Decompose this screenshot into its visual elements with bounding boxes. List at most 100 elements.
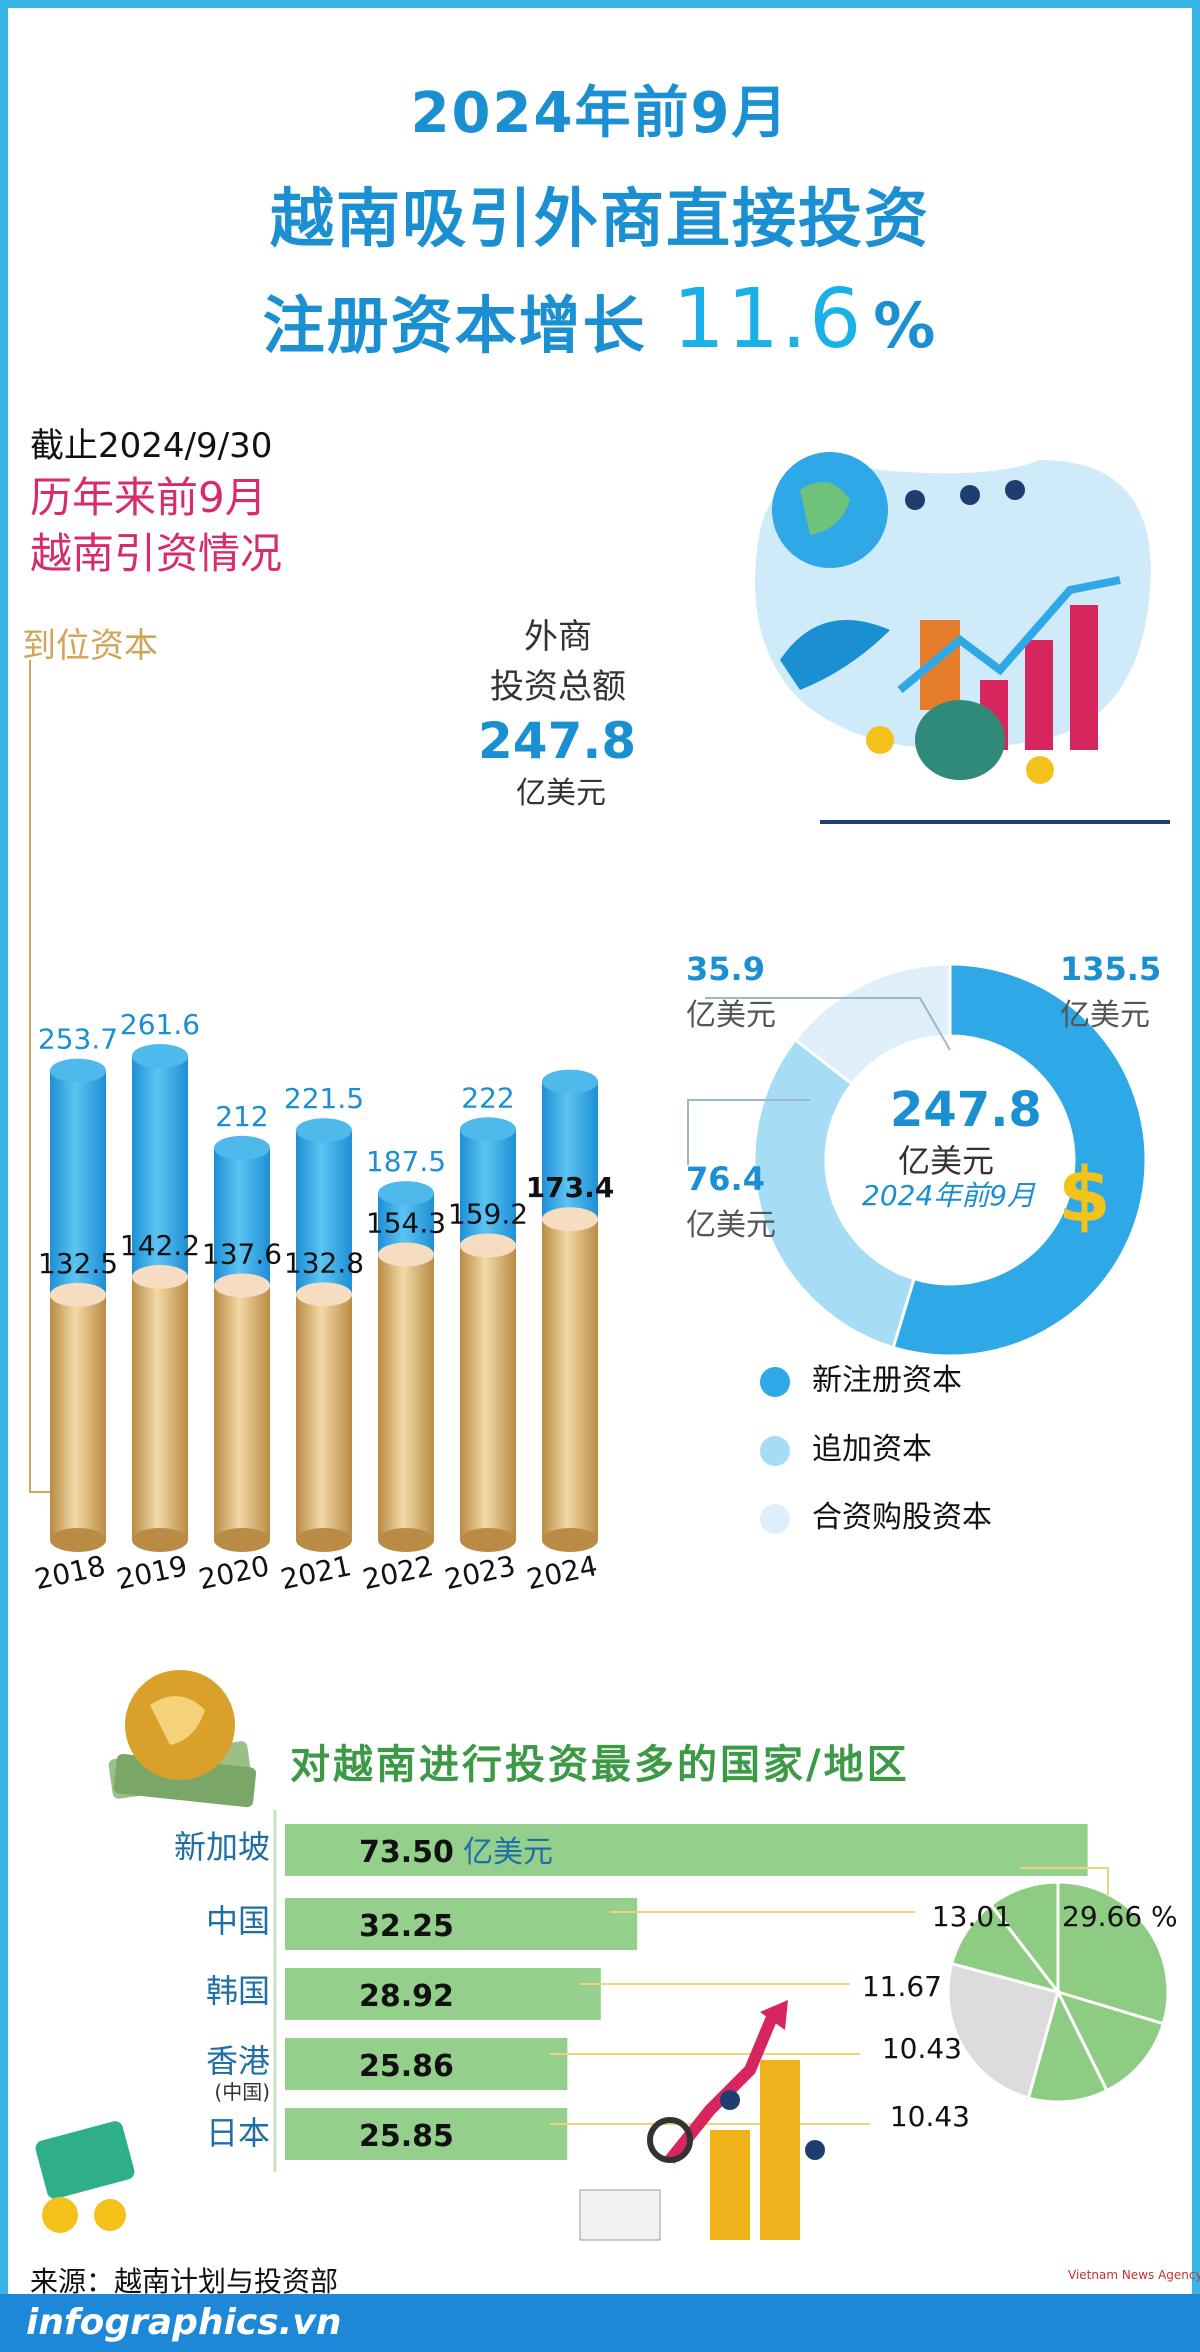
share-pie-slice <box>1055 1989 1166 2093</box>
handshake-icon <box>780 620 890 690</box>
investor-bar <box>285 2038 568 2090</box>
disbursed-value-label: 159.2 <box>448 1197 528 1230</box>
donut-additional-unit: 亿美元 <box>686 1208 776 1243</box>
share-pie-label: 29.66 % <box>1062 1900 1178 1933</box>
section-subtitle: 历年来前9月 越南引资情况 <box>30 473 283 578</box>
top-investors-title: 对越南进行投资最多的国家/地区 <box>290 1742 910 1788</box>
donut-center-unit: 亿美元 <box>898 1142 995 1180</box>
disbursed-value-label: 132.5 <box>38 1247 118 1280</box>
disbursed-bar <box>214 1285 270 1540</box>
disbursed-capital-label: 到位资本 <box>22 626 158 666</box>
year-tick-label: 2022 <box>360 1549 437 1596</box>
coin-stack-icon <box>760 2060 800 2240</box>
year-tick-label: 2018 <box>32 1549 109 1596</box>
as-of-date: 截止2024/9/30 <box>30 426 273 466</box>
disbursed-value-label: 154.3 <box>366 1207 446 1240</box>
fdi-total-bar-top <box>542 1069 598 1094</box>
country-label-hongkong: 香港 <box>205 2042 270 2080</box>
globe-land-icon <box>150 1696 205 1745</box>
donut-slice <box>793 962 952 1087</box>
legend-additional-capital: 追加资本 <box>760 1424 1090 1468</box>
footer-bar: infographics.vn <box>0 2294 1200 2352</box>
source-note: 来源：越南计划与投资部 <box>30 2265 339 2298</box>
donut-leader-line <box>705 997 951 1051</box>
disbursed-bar <box>132 1276 188 1540</box>
fdi-total-value-label: 212 <box>215 1100 268 1133</box>
disbursed-bar-top <box>214 1273 270 1298</box>
investor-value-label: 32.25 <box>359 1909 454 1944</box>
title-growth-value: 11.6 <box>672 272 864 367</box>
investor-unit-label: 亿美元 <box>463 1835 553 1870</box>
investor-value-label: 25.86 <box>359 2049 454 2084</box>
disbursed-bar-base <box>296 1528 352 1552</box>
country-label-china: 中国 <box>205 1902 270 1940</box>
donut-new-value: 135.5 <box>1060 950 1162 988</box>
coin-icon <box>94 2199 126 2231</box>
capital-structure-donut <box>687 962 1148 1358</box>
top-investors-chart: 73.50 32.25 28.92 25.86 25.85 亿美元 29.66 % 13.01… <box>273 1810 1178 2172</box>
bar-icon <box>1070 605 1098 750</box>
disbursed-bar-top <box>460 1233 516 1258</box>
investor-bar <box>285 2108 568 2160</box>
year-tick-label: 2019 <box>114 1549 191 1596</box>
fdi-total-bar-top <box>132 1044 188 1069</box>
investor-bar <box>285 1898 638 1950</box>
person-icon <box>720 2090 740 2110</box>
investment-growth-illustration <box>579 2000 825 2241</box>
disbursed-bar <box>296 1294 352 1540</box>
donut-share-value: 35.9 <box>686 950 765 988</box>
magnifier-icon <box>647 2117 693 2163</box>
person-icon <box>905 490 925 510</box>
legend-dot <box>760 1435 790 1466</box>
legend-label: 新注册资本 <box>812 1363 962 1398</box>
investor-value-label: 73.50 <box>359 1835 454 1870</box>
fdi-total-bar-top <box>50 1058 106 1083</box>
share-pie-slice <box>1056 1880 1170 2026</box>
share-pie-label: 10.43 <box>882 2032 962 2065</box>
share-pie-slice <box>946 1961 1060 2100</box>
disbursed-bar-top <box>50 1282 106 1307</box>
report-sheet-icon <box>579 2189 661 2241</box>
footer-site: infographics.vn <box>26 2302 342 2343</box>
fdi-total-value: 247.8 <box>478 712 637 770</box>
person-icon <box>1005 480 1025 500</box>
year-tick-label: 2023 <box>442 1549 519 1596</box>
share-pie-slice <box>988 1880 1060 1997</box>
fdi-total-value-label: 187.5 <box>366 1145 446 1178</box>
disbursed-bar-base <box>542 1528 598 1552</box>
legend-dot <box>760 1366 790 1397</box>
disbursed-value-label: 173.4 <box>526 1171 615 1204</box>
bar-icon <box>1025 640 1053 750</box>
investor-value-label: 28.92 <box>359 1979 454 2014</box>
ground-line <box>820 820 1170 824</box>
fdi-total-value-label: 261.6 <box>120 1008 200 1041</box>
growth-arrow-icon <box>897 576 1121 694</box>
country-label-japan: 日本 <box>205 2114 270 2152</box>
fdi-total-value-label: 222 <box>461 1081 514 1114</box>
legend-label: 合资购股资本 <box>812 1500 992 1535</box>
fdi-total-label: 外商 投资总额 <box>490 617 626 707</box>
share-pie-slice <box>1026 1987 1109 2104</box>
investor-value-label: 25.85 <box>359 2119 454 2154</box>
disbursed-bar-top <box>296 1282 352 1307</box>
business-illustration <box>755 452 1170 824</box>
investor-bar <box>285 1968 601 2020</box>
fdi-total-bar-top <box>296 1118 352 1143</box>
phone-icon <box>35 2121 135 2199</box>
disbursed-value-label: 132.8 <box>284 1246 364 1279</box>
donut-slice <box>752 1037 916 1350</box>
investor-bar <box>285 1824 1088 1876</box>
donut-share-unit: 亿美元 <box>686 998 776 1033</box>
title-line-1: 2024年前9月 <box>410 81 790 146</box>
disbursed-bar <box>50 1294 106 1540</box>
disbursed-bar-top <box>378 1242 434 1267</box>
person-icon <box>805 2140 825 2160</box>
fdi-total-value-label: 253.7 <box>38 1023 118 1056</box>
donut-leader-line <box>687 1099 810 1165</box>
year-tick-label: 2024 <box>524 1549 601 1596</box>
disbursed-bar-top <box>132 1264 188 1289</box>
donut-center-period: 2024年前9月 <box>862 1179 1036 1212</box>
fdi-total-bar-top <box>214 1135 270 1160</box>
coin-icon <box>866 726 894 754</box>
